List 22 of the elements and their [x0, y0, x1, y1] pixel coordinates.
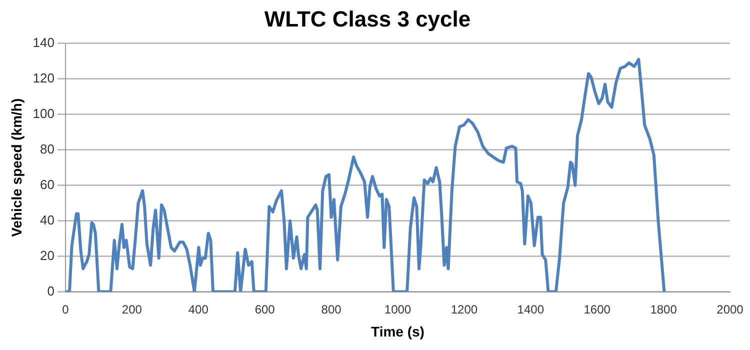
x-tick-label: 0	[62, 302, 70, 316]
y-tick-label: 60	[40, 176, 54, 192]
x-tick-label: 1800	[650, 302, 678, 316]
x-tick-label: 1600	[584, 302, 611, 316]
x-tick-label: 200	[122, 302, 142, 316]
y-tick-label: 80	[40, 141, 54, 156]
x-axis-title: Time (s)	[371, 323, 424, 340]
x-tick-label: 1000	[384, 302, 412, 316]
x-tick-label: 800	[321, 302, 342, 316]
y-tick-label: 0	[47, 283, 54, 298]
y-tick-label: 40	[40, 212, 54, 228]
x-tick-label: 1200	[450, 302, 478, 316]
x-tick-label: 400	[188, 302, 209, 316]
x-tick-label: 600	[254, 302, 276, 316]
x-tick-label: 1400	[517, 302, 544, 316]
y-axis-title: Vehicle speed (km/h)	[8, 98, 24, 237]
y-tick-label: 120	[32, 70, 54, 86]
y-tick-label: 140	[32, 34, 54, 50]
y-tick-label: 20	[40, 248, 54, 263]
chart-title: WLTC Class 3 cycle	[264, 6, 471, 32]
y-tick-label: 100	[32, 106, 54, 121]
x-tick-label: 2000	[716, 302, 744, 316]
